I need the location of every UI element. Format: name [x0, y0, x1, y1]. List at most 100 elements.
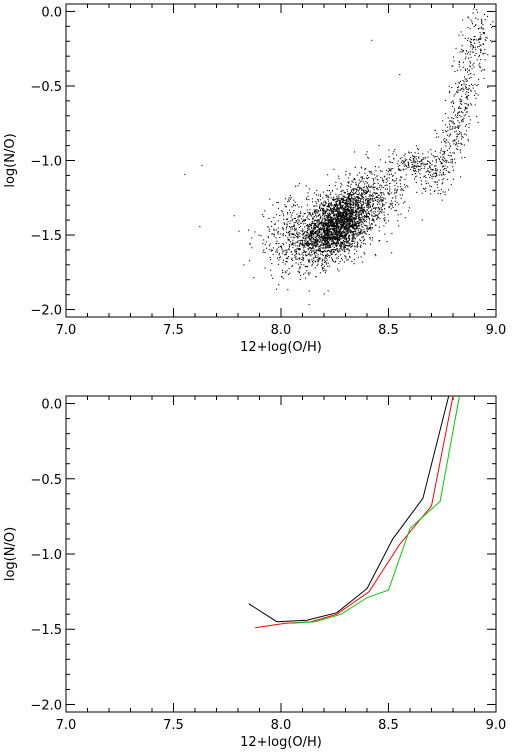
scatter-point [330, 224, 332, 226]
scatter-point [393, 151, 395, 153]
scatter-point [324, 219, 326, 221]
scatter-point [356, 241, 358, 243]
scatter-point [297, 216, 299, 218]
scatter-point [282, 252, 284, 254]
scatter-point [414, 178, 416, 180]
scatter-point [323, 238, 325, 240]
scatter-point [394, 189, 396, 191]
scatter-point [343, 247, 345, 249]
scatter-point [383, 179, 385, 181]
scatter-point [371, 199, 373, 201]
scatter-point [346, 225, 348, 227]
scatter-point [343, 216, 345, 218]
scatter-point [337, 242, 339, 244]
scatter-point [263, 249, 265, 251]
scatter-point [432, 174, 434, 176]
scatter-point [328, 202, 330, 205]
scatter-point [370, 198, 372, 200]
scatter-point [342, 241, 344, 243]
scatter-point [343, 201, 345, 203]
scatter-point [339, 221, 341, 223]
scatter-point [354, 220, 356, 222]
scatter-point [334, 210, 336, 212]
scatter-point [447, 130, 449, 132]
scatter-point [330, 237, 332, 239]
scatter-point [443, 160, 445, 162]
scatter-point [390, 204, 392, 206]
scatter-point [466, 53, 468, 55]
scatter-point [291, 214, 293, 216]
scatter-point [320, 215, 322, 218]
scatter-point [455, 142, 457, 144]
scatter-point [348, 185, 350, 187]
scatter-point [331, 190, 334, 192]
scatter-point [344, 244, 346, 246]
scatter-point [381, 196, 383, 198]
scatter-point [447, 154, 449, 156]
scatter-point [323, 293, 325, 295]
scatter-point [323, 208, 325, 210]
scatter-point [385, 181, 387, 183]
scatter-point [338, 198, 340, 200]
scatter-point [290, 216, 292, 218]
scatter-point [301, 239, 303, 241]
scatter-point [354, 210, 356, 212]
scatter-point [467, 138, 469, 140]
scatter-point [338, 219, 340, 221]
scatter-point [349, 214, 351, 216]
scatter-point [295, 253, 297, 255]
y-axis-title: log(N/O) [3, 527, 18, 581]
scatter-point [295, 245, 297, 247]
scatter-point [323, 229, 325, 231]
scatter-point [379, 159, 381, 161]
scatter-point [351, 240, 353, 242]
scatter-point [362, 226, 364, 228]
scatter-point [467, 105, 469, 107]
scatter-point [319, 258, 321, 260]
scatter-point [384, 217, 386, 219]
scatter-point [377, 202, 379, 204]
scatter-point [282, 250, 284, 252]
scatter-point [421, 163, 423, 165]
scatter-point [396, 190, 398, 192]
scatter-point [329, 217, 331, 219]
scatter-point [468, 87, 470, 90]
scatter-point [325, 238, 327, 241]
scatter-point [418, 161, 420, 163]
scatter-point [332, 243, 334, 245]
scatter-point [378, 194, 380, 196]
scatter-point [340, 218, 342, 220]
scatter-point [344, 212, 346, 214]
scatter-point [360, 231, 362, 233]
scatter-point [326, 241, 328, 243]
scatter-point [287, 232, 289, 234]
scatter-point [310, 232, 312, 234]
scatter-point [301, 206, 303, 208]
scatter-point [264, 210, 266, 212]
scatter-point [362, 231, 364, 233]
scatter-point [452, 56, 454, 58]
scatter-point [346, 245, 348, 247]
scatter-point [331, 227, 333, 229]
scatter-point [398, 225, 400, 227]
scatter-point [327, 250, 329, 252]
scatter-point [313, 230, 315, 232]
scatter-point [333, 199, 335, 201]
scatter-point [319, 195, 322, 197]
scatter-point [345, 213, 347, 215]
scatter-point [366, 185, 368, 187]
scatter-point [308, 239, 310, 241]
scatter-point [337, 227, 339, 229]
scatter-point [319, 237, 321, 239]
scatter-point [394, 204, 396, 206]
scatter-point [441, 179, 443, 181]
scatter-point [343, 250, 345, 252]
scatter-point [344, 231, 346, 233]
scatter-point [289, 220, 291, 222]
scatter-point [362, 240, 365, 242]
scatter-point [316, 240, 318, 242]
scatter-point [348, 213, 350, 215]
scatter-point [333, 251, 335, 254]
scatter-point [364, 202, 367, 204]
scatter-point [287, 221, 289, 223]
